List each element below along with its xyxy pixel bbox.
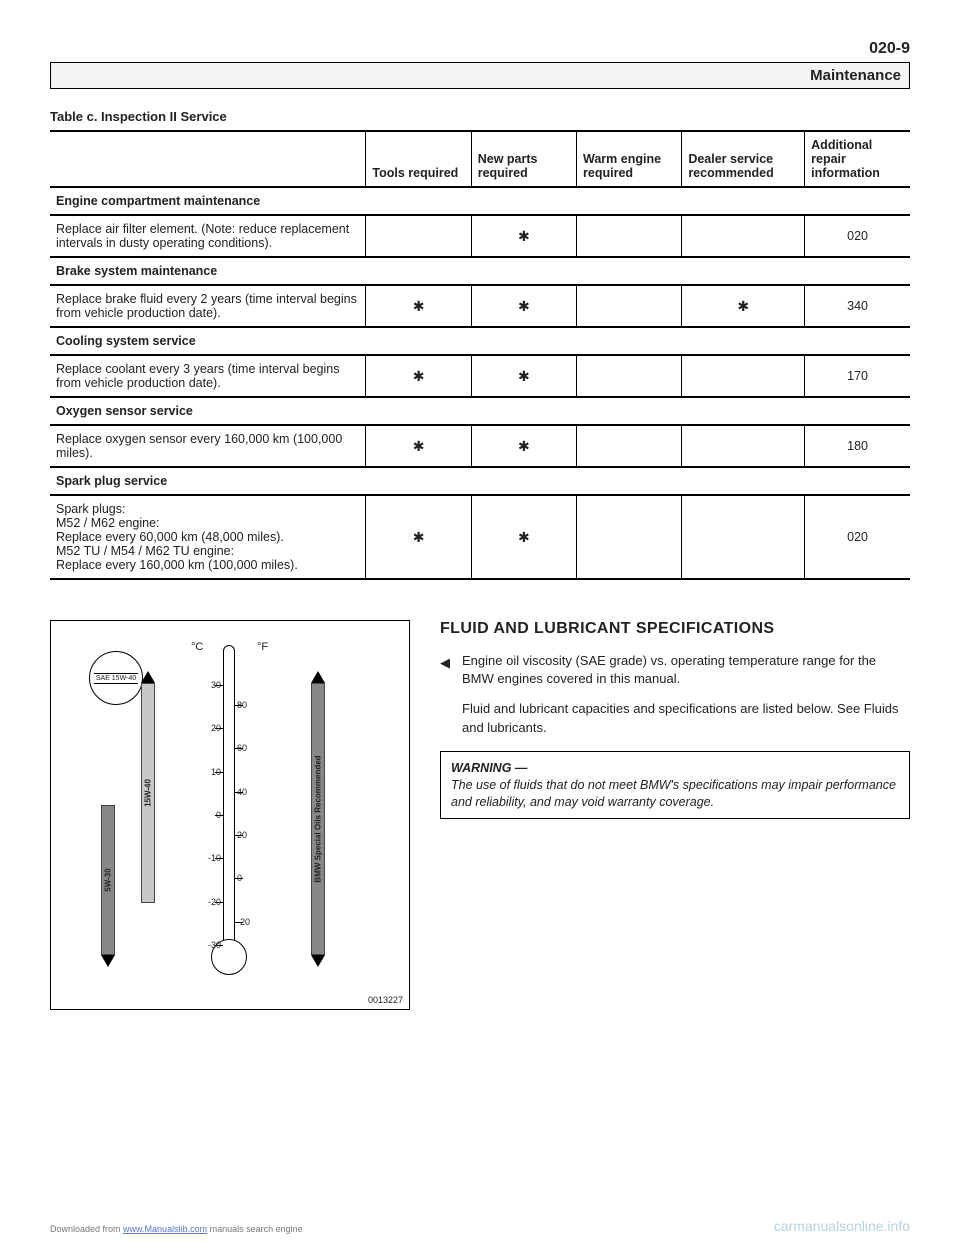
table-row: Replace oxygen sensor every 160,000 km (… (50, 425, 910, 467)
oil-bar-15w40: 15W-40 (141, 683, 155, 903)
api-badge-icon: SAE 15W-40 (89, 651, 143, 705)
row-cell-warm (577, 425, 682, 467)
table-header-row: Tools required New parts required Warm e… (50, 131, 910, 187)
row-cell-parts: ✱ (471, 495, 576, 579)
row-cell-info: 340 (805, 285, 910, 327)
section-header-row: Oxygen sensor service (50, 397, 910, 425)
row-description: Replace air filter element. (Note: reduc… (50, 215, 366, 257)
arrow-up-icon (141, 671, 155, 683)
row-cell-dealer (682, 215, 805, 257)
table-row: Replace coolant every 3 years (time inte… (50, 355, 910, 397)
manualslib-link[interactable]: www.Manualslib.com (123, 1224, 207, 1234)
col-header-warm: Warm engine required (577, 131, 682, 187)
unit-celsius: °C (191, 641, 203, 653)
col-header-blank (50, 131, 366, 187)
row-cell-tools: ✱ (366, 355, 471, 397)
footer-source: Downloaded from www.Manualslib.com manua… (50, 1224, 303, 1234)
table-row: Spark plugs: M52 / M62 engine: Replace e… (50, 495, 910, 579)
row-cell-dealer (682, 355, 805, 397)
thermometer-icon: 3020100-10-20-30806040200-20 (209, 645, 249, 985)
arrow-down-icon (101, 955, 115, 967)
arrow-down-icon (311, 955, 325, 967)
inspection-table: Tools required New parts required Warm e… (50, 130, 910, 580)
row-description: Replace oxygen sensor every 160,000 km (… (50, 425, 366, 467)
warning-label: WARNING — (451, 761, 527, 775)
row-cell-warm (577, 495, 682, 579)
row-cell-info: 020 (805, 495, 910, 579)
row-cell-parts: ✱ (471, 285, 576, 327)
row-description: Replace brake fluid every 2 years (time … (50, 285, 366, 327)
fluid-para-2: Fluid and lubricant capacities and speci… (440, 700, 910, 736)
row-cell-tools (366, 215, 471, 257)
unit-fahrenheit: °F (257, 641, 268, 653)
row-cell-tools: ✱ (366, 495, 471, 579)
row-cell-tools: ✱ (366, 285, 471, 327)
table-row: Replace brake fluid every 2 years (time … (50, 285, 910, 327)
row-cell-dealer: ✱ (682, 285, 805, 327)
table-caption: Table c. Inspection II Service (50, 109, 910, 124)
row-cell-warm (577, 215, 682, 257)
section-header-row: Brake system maintenance (50, 257, 910, 285)
figure-number: 0013227 (368, 995, 403, 1005)
row-cell-parts: ✱ (471, 215, 576, 257)
row-cell-info: 170 (805, 355, 910, 397)
row-description: Spark plugs: M52 / M62 engine: Replace e… (50, 495, 366, 579)
oil-bar-label: 5W-30 (104, 868, 113, 891)
fluid-spec-heading: FLUID AND LUBRICANT SPECIFICATIONS (440, 620, 910, 638)
section-header-row: Cooling system service (50, 327, 910, 355)
row-cell-info: 020 (805, 215, 910, 257)
row-description: Replace coolant every 3 years (time inte… (50, 355, 366, 397)
row-cell-info: 180 (805, 425, 910, 467)
warning-body: The use of fluids that do not meet BMW's… (451, 778, 896, 809)
oil-bar-label: 15W-40 (144, 779, 153, 807)
row-cell-dealer (682, 425, 805, 467)
col-header-dealer: Dealer service recommended (682, 131, 805, 187)
section-header-row: Spark plug service (50, 467, 910, 495)
footer-watermark: carmanualsonline.info (774, 1218, 910, 1234)
table-row: Replace air filter element. (Note: reduc… (50, 215, 910, 257)
col-header-tools: Tools required (366, 131, 471, 187)
arrow-up-icon (311, 671, 325, 683)
oil-bar-bmw-special: BMW Special Oils Recommended (311, 683, 325, 955)
fluid-para-1: Engine oil viscosity (SAE grade) vs. ope… (440, 652, 910, 688)
section-header-row: Engine compartment maintenance (50, 187, 910, 215)
oil-bar-5w30: 5W-30 (101, 805, 115, 955)
row-cell-warm (577, 285, 682, 327)
row-cell-dealer (682, 495, 805, 579)
page-number: 020-9 (50, 40, 910, 58)
col-header-info: Additional repair information (805, 131, 910, 187)
row-cell-warm (577, 355, 682, 397)
oil-bar-label: BMW Special Oils Recommended (314, 755, 323, 882)
header-bar: Maintenance (50, 62, 910, 89)
row-cell-parts: ✱ (471, 355, 576, 397)
row-cell-tools: ✱ (366, 425, 471, 467)
api-line: SAE 15W-40 (96, 675, 136, 682)
row-cell-parts: ✱ (471, 425, 576, 467)
viscosity-figure: SAE 15W-40 °C °F 3020100-10-20-308060402… (50, 620, 410, 1010)
col-header-parts: New parts required (471, 131, 576, 187)
warning-box: WARNING — The use of fluids that do not … (440, 751, 910, 820)
